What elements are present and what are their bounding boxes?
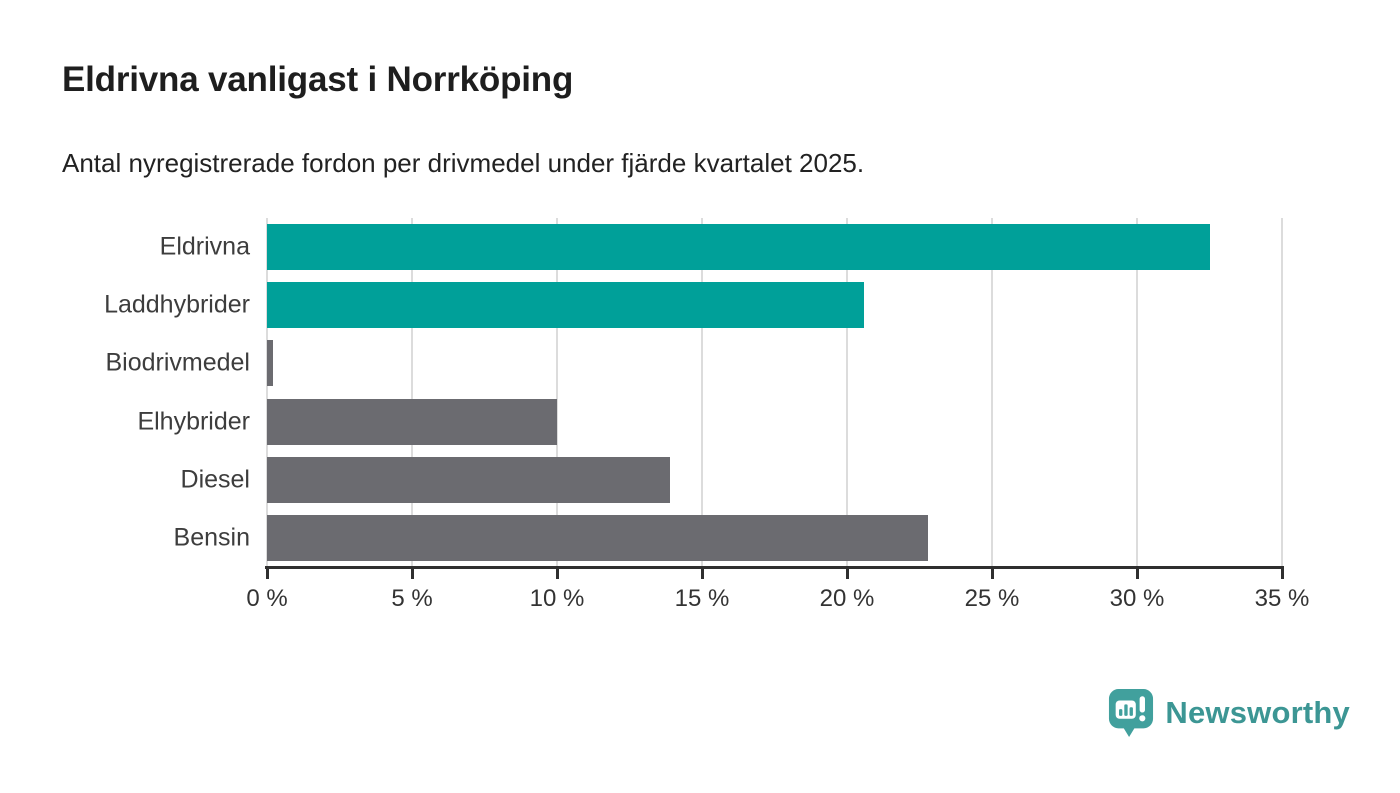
x-axis-tick bbox=[555, 569, 559, 579]
x-axis-line bbox=[265, 566, 1284, 569]
gridline bbox=[556, 218, 558, 567]
chart-title: Eldrivna vanligast i Norrköping bbox=[62, 60, 574, 99]
bar-laddhybrider bbox=[267, 282, 865, 329]
category-label: Laddhybrider bbox=[104, 290, 250, 319]
gridline bbox=[266, 218, 268, 567]
bar-diesel bbox=[267, 456, 671, 503]
gridline bbox=[1281, 218, 1283, 567]
bar-biodrivmedel bbox=[267, 340, 273, 387]
gridline bbox=[991, 218, 993, 567]
x-axis-tick-label: 10 % bbox=[529, 585, 585, 612]
category-label: Biodrivmedel bbox=[105, 348, 250, 377]
category-label: Elhybrider bbox=[137, 407, 250, 436]
gridline bbox=[846, 218, 848, 567]
x-axis-tick bbox=[990, 569, 994, 579]
newsworthy-logo: Newsworthy bbox=[1108, 688, 1350, 738]
newsworthy-logo-text: Newsworthy bbox=[1165, 695, 1350, 730]
category-label: Bensin bbox=[173, 523, 250, 552]
x-axis-tick-label: 0 % bbox=[246, 585, 288, 612]
bar-bensin bbox=[267, 514, 929, 561]
x-axis-tick-label: 25 % bbox=[964, 585, 1020, 612]
x-axis-tick bbox=[410, 569, 414, 579]
x-axis-tick-label: 35 % bbox=[1254, 585, 1310, 612]
plot-area bbox=[266, 218, 1283, 567]
x-axis-tick bbox=[1135, 569, 1139, 579]
category-label: Diesel bbox=[180, 465, 250, 494]
bar-elhybrider bbox=[267, 398, 557, 445]
x-axis-tick-label: 15 % bbox=[674, 585, 730, 612]
bar-eldrivna bbox=[267, 224, 1210, 271]
newsworthy-pin-barchart-icon bbox=[1109, 689, 1154, 737]
x-axis-tick bbox=[265, 569, 269, 579]
gridline bbox=[411, 218, 413, 567]
gridline bbox=[1136, 218, 1138, 567]
x-axis-tick-label: 20 % bbox=[819, 585, 875, 612]
x-axis-tick-label: 30 % bbox=[1109, 585, 1165, 612]
x-axis-tick bbox=[700, 569, 704, 579]
category-labels: Eldrivna Laddhybrider Biodrivmedel Elhybrid… bbox=[0, 218, 250, 567]
gridline bbox=[701, 218, 703, 567]
x-axis-tick bbox=[845, 569, 849, 579]
x-axis-ticks: 0 % 5 % 10 % 15 % 20 % 25 % 30 % 35 % bbox=[246, 569, 1309, 629]
x-axis-tick bbox=[1280, 569, 1284, 579]
chart-subtitle: Antal nyregistrerade fordon per drivmede… bbox=[62, 148, 865, 178]
category-label: Eldrivna bbox=[159, 232, 250, 261]
x-axis-tick-label: 5 % bbox=[391, 585, 433, 612]
